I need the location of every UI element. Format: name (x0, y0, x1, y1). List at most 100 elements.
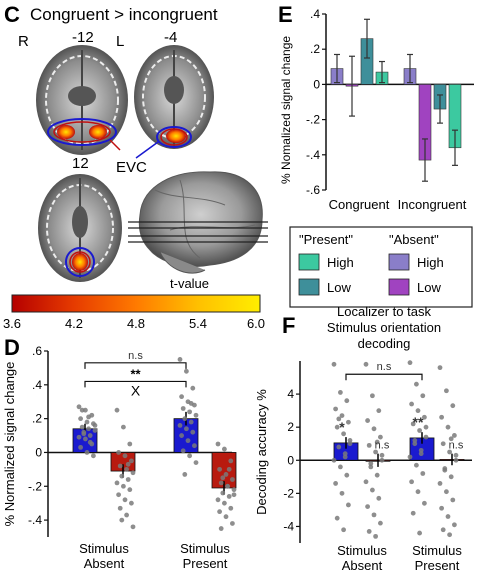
y-tick-label: 0 (35, 445, 42, 459)
data-point (414, 381, 419, 387)
y-axis-label: % Nomalized signal change (279, 36, 293, 184)
bracket-inner-stars: ** (130, 366, 141, 381)
data-point (228, 458, 234, 464)
y-tick-label: -.4 (306, 148, 320, 162)
colorbar (11, 294, 261, 313)
panel-e-chart: E -.6 -.4 -.2 0 .2 .4 Congruent Incongruent % No… (278, 2, 474, 212)
legend-label-absent-low: Low (417, 280, 441, 295)
data-point (418, 447, 424, 453)
panel-c-title: Congruent > incongruent (30, 5, 218, 24)
data-point (87, 433, 93, 438)
data-point (92, 428, 98, 433)
data-point (418, 451, 424, 457)
data-point (193, 460, 199, 465)
data-point (336, 416, 342, 422)
data-point (417, 530, 422, 536)
data-point (83, 436, 88, 442)
data-point (373, 449, 378, 455)
data-point (230, 521, 235, 526)
data-point (190, 385, 196, 391)
data-point (117, 505, 123, 511)
data-point (215, 497, 221, 503)
significance-label: * (339, 419, 345, 435)
data-point (363, 479, 369, 485)
data-point (231, 492, 237, 498)
data-point (422, 414, 427, 420)
data-point (177, 357, 183, 362)
data-point (117, 463, 123, 469)
data-point (445, 424, 451, 430)
data-point (217, 466, 223, 472)
data-point (86, 414, 91, 420)
data-point (341, 431, 346, 437)
axial-slice-1 (36, 45, 128, 155)
data-point (371, 512, 377, 518)
data-point (371, 426, 377, 432)
data-point (339, 413, 345, 418)
category-label: Congruent (329, 197, 390, 212)
data-point (452, 433, 457, 438)
data-point (365, 504, 370, 509)
data-point (347, 441, 353, 447)
data-point (184, 426, 189, 432)
data-point (87, 439, 93, 445)
data-point (92, 423, 98, 428)
data-point (437, 365, 443, 371)
data-point (412, 441, 418, 447)
y-axis-label: % Normalized signal change (2, 362, 17, 527)
legend-absent-title: "Absent" (389, 232, 439, 247)
significance-label: n.s (449, 440, 464, 452)
bracket-top-label: n.s (128, 350, 143, 362)
data-point (84, 419, 90, 425)
data-point (366, 529, 372, 534)
legend-present-title: "Present" (299, 232, 353, 247)
data-point (218, 526, 224, 531)
data-point (129, 500, 134, 506)
y-axis-label: Decoding accuracy % (254, 389, 269, 515)
slice-label-2: -4 (164, 29, 177, 46)
data-point (376, 408, 382, 414)
y-tick-label: 4 (287, 387, 294, 401)
data-point (188, 419, 194, 425)
group-label: Absent (84, 556, 125, 571)
group-label: Stimulus (79, 541, 129, 556)
data-point (222, 500, 227, 506)
legend-swatch-absent-low (388, 278, 410, 296)
panel-d-chart: D -.4-.20.2.4.6 n.s**XStimulusAbsentStimu… (2, 335, 237, 571)
data-point (448, 436, 454, 442)
data-point (130, 524, 136, 530)
data-point (346, 502, 351, 508)
panel-c-letter: C (4, 2, 20, 27)
data-point (452, 522, 457, 528)
data-point (409, 401, 414, 407)
data-point (363, 361, 369, 367)
group-label: Stimulus (180, 541, 230, 556)
data-point (341, 527, 346, 533)
y-tick-label: .2 (310, 42, 320, 56)
data-point (220, 490, 226, 496)
data-point (220, 475, 226, 481)
group-label: Absent (342, 558, 383, 573)
category-label: Incongruent (398, 197, 467, 212)
y-tick-label: -.2 (28, 479, 42, 493)
data-point (334, 515, 340, 521)
data-point (410, 510, 416, 516)
data-point (114, 480, 120, 486)
hemisphere-r-label: R (18, 33, 29, 50)
legend-swatch-present-low (298, 278, 320, 296)
legend-label-absent-high: High (417, 255, 444, 270)
data-point (78, 416, 83, 422)
data-point (187, 453, 193, 459)
panel-d-letter: D (4, 335, 20, 360)
data-point (334, 424, 340, 430)
data-point (373, 533, 378, 539)
panel-f-title-line-1: Localizer to task (337, 304, 431, 319)
data-point (130, 470, 136, 476)
data-point (122, 453, 128, 459)
legend-label-present-high: High (327, 255, 354, 270)
data-point (420, 393, 426, 399)
y-tick-label: .4 (310, 7, 320, 21)
axial-slice-2 (134, 45, 214, 149)
data-point (192, 443, 197, 449)
